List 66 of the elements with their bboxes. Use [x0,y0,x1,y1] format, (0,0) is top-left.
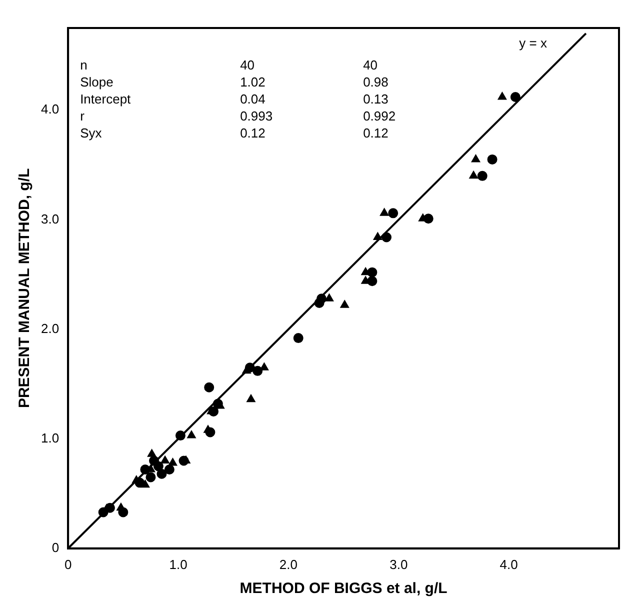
point [471,154,480,162]
point [212,398,223,409]
point [160,456,170,464]
point [140,464,150,475]
point [367,267,378,278]
point [423,214,434,224]
annotation: 0.993 [240,108,273,124]
point [340,300,350,308]
point [498,92,507,100]
annotation: 0.12 [240,126,266,141]
point [388,208,398,218]
annotation: y = x [519,36,548,51]
x-axis-title: METHOD OF BIGGS et al, g/L [240,580,448,598]
point [487,154,498,164]
point [178,456,189,466]
annotation: 1.02 [240,74,266,90]
point [477,170,488,181]
y-tick-label: 4.0 [40,102,60,117]
point [293,333,304,344]
point [147,449,156,457]
annotation: 0.13 [363,92,388,107]
point [510,92,520,102]
point [146,472,156,482]
point [382,232,392,242]
annotation: Intercept [80,92,132,107]
point [175,430,186,441]
annotation: n [80,58,88,73]
point [367,276,378,286]
y-tick-label: 2.0 [40,320,60,336]
y-axis-title: PRESENT MANUAL METHOD, g/L [16,168,34,408]
annotation: 40 [363,58,378,73]
point [244,362,255,373]
annotation: 0.992 [363,108,396,124]
point [252,366,263,376]
y-tick-label: 1.0 [40,430,60,446]
point [246,394,256,402]
point [204,382,214,392]
annotation: r [80,108,86,124]
x-tick-label: 2.0 [279,556,298,572]
point [153,461,164,472]
point [205,427,216,438]
point [118,507,128,518]
annotation: 0.98 [363,74,388,90]
annotation: Syx [80,126,102,141]
x-tick-label: 4.0 [500,556,518,572]
annotation: 0.12 [363,126,388,141]
point [187,430,196,438]
x-tick-label: 0 [64,556,72,572]
x-tick-label: 1.0 [169,556,188,572]
annotation: Slope [80,74,114,90]
annotation: 0.04 [240,92,266,107]
point [380,208,389,216]
y-tick-label: 3.0 [40,211,60,226]
y-tick-label: 0 [52,540,60,555]
point [373,232,382,240]
point [208,406,219,416]
point [316,294,326,304]
x-tick-label: 3.0 [390,556,408,572]
point [324,294,334,302]
point [156,468,167,479]
point [469,170,478,179]
point [164,464,174,475]
annotation: 40 [240,58,255,73]
point [168,458,178,466]
point [134,478,145,488]
point [104,502,115,513]
